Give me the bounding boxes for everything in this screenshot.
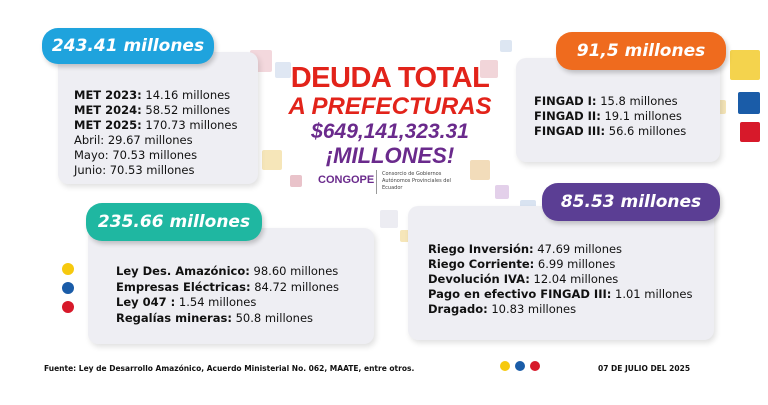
list-item: MET 2024: 58.52 millones <box>74 103 231 117</box>
card-ley-total: 235.66 millones <box>86 203 262 241</box>
list-item: Devolución IVA: 12.04 millones <box>428 272 619 286</box>
list-item: FINGAD I: 15.8 millones <box>534 94 678 108</box>
card-riego <box>408 206 714 340</box>
card-met-list: MET 2023: 14.16 millones MET 2024: 58.52… <box>74 88 238 178</box>
card-fingad-list: FINGAD I: 15.8 millones FINGAD II: 19.1 … <box>534 94 686 139</box>
red-dot <box>62 301 74 313</box>
list-item: Empresas Eléctricas: 84.72 millones <box>116 279 339 294</box>
list-item: Riego Corriente: 6.99 millones <box>428 257 616 271</box>
list-item: Ley Des. Amazónico: 98.60 millones <box>116 264 339 278</box>
list-item: FINGAD III: 56.6 millones <box>534 124 687 138</box>
footer-red-dot <box>530 361 540 371</box>
list-item: FINGAD II: 19.1 millones <box>534 109 682 123</box>
blue-dot <box>62 282 74 294</box>
card-ley-total-text: 235.66 millones <box>97 212 251 232</box>
card-ley-list: Ley Des. Amazónico: 98.60 millones Empre… <box>116 264 339 326</box>
congope-logo: CONGOPE Consorcio de Gobiernos Autónomos… <box>318 170 468 196</box>
card-fingad <box>516 58 720 162</box>
card-ley <box>88 228 374 344</box>
headline-line4: ¡MILLONES! <box>325 143 455 168</box>
card-fingad-total: 91,5 millones <box>556 32 726 70</box>
list-item: Pago en efectivo FINGAD III: 1.01 millon… <box>428 287 693 301</box>
list-item: Abril: 29.67 millones <box>74 133 193 147</box>
card-riego-list: Riego Inversión: 47.69 millones Riego Co… <box>428 242 692 317</box>
card-met <box>58 52 258 184</box>
list-item: Regalías mineras: 50.8 millones <box>116 310 314 325</box>
footer-yellow-dot <box>500 361 510 371</box>
list-item: MET 2025: 170.73 millones <box>74 118 238 132</box>
card-met-total: 243.41 millones <box>42 28 214 64</box>
list-item: Ley 047 : 1.54 millones <box>116 295 257 309</box>
list-item: Junio: 70.53 millones <box>74 163 195 177</box>
logo-tagline: Consorcio de Gobiernos Autónomos Provinc… <box>382 171 451 191</box>
card-riego-total-text: 85.53 millones <box>560 192 702 212</box>
yellow-dot <box>62 263 74 275</box>
footer-date: 07 DE JULIO DEL 2025 <box>598 364 691 373</box>
logo-divider <box>376 170 377 194</box>
card-riego-total: 85.53 millones <box>542 183 720 221</box>
card-met-total-text: 243.41 millones <box>51 36 205 56</box>
headline-line2: A PREFECTURAS <box>288 93 492 120</box>
headline-line1: DEUDA TOTAL <box>290 62 490 94</box>
list-item: Dragado: 10.83 millones <box>428 302 577 316</box>
list-item: Riego Inversión: 47.69 millones <box>428 242 623 256</box>
headline-amount: $649,141,323.31 <box>311 120 469 143</box>
list-item: Mayo: 70.53 millones <box>74 148 198 162</box>
footer-source: Fuente: Ley de Desarrollo Amazónico, Acu… <box>44 364 415 373</box>
list-item: MET 2023: 14.16 millones <box>74 88 231 102</box>
card-fingad-total-text: 91,5 millones <box>576 41 706 61</box>
logo-brand: CONGOPE <box>318 174 375 186</box>
footer-blue-dot <box>515 361 525 371</box>
